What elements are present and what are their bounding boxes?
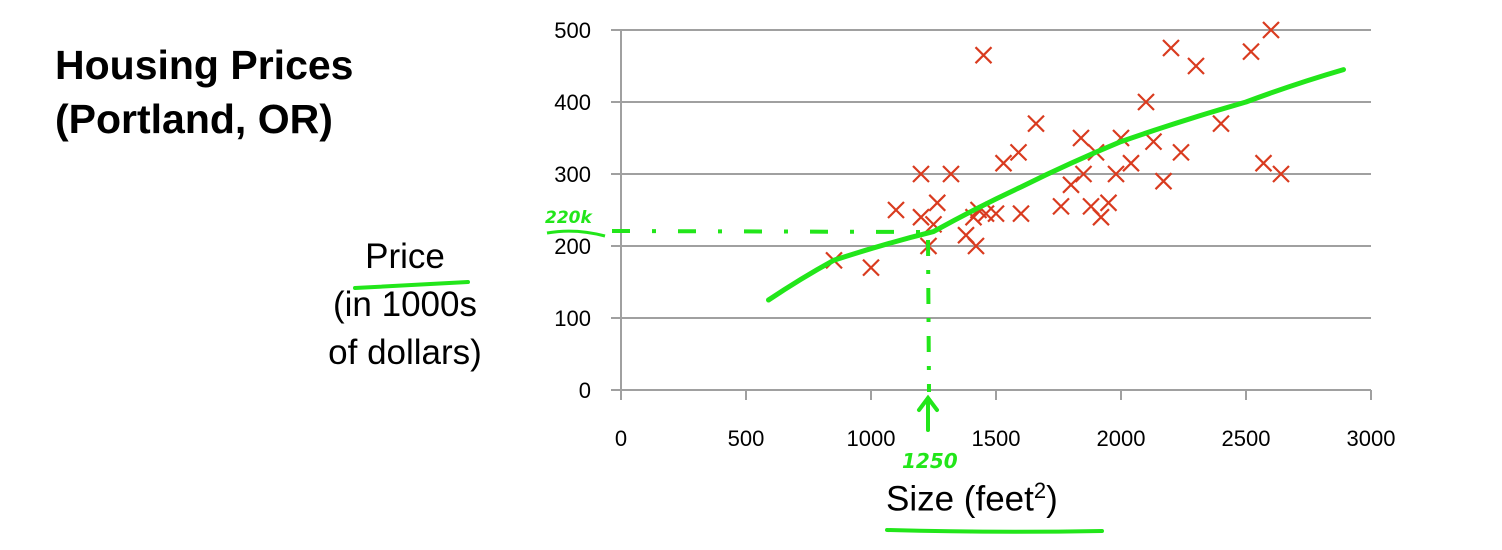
x-marker-icon	[1242, 42, 1260, 61]
x-marker-icon	[1074, 165, 1093, 183]
x-marker-icon	[1137, 93, 1155, 111]
gridlines	[611, 29, 1372, 400]
y-tick-label: 500	[554, 18, 591, 43]
x-tick-label: 1000	[847, 426, 896, 451]
x-marker-icon	[1012, 204, 1030, 223]
x-tick-label: 0	[615, 426, 627, 451]
y-axis-label-line-2: (in 1000s	[333, 285, 477, 324]
fit-curve	[766, 67, 1346, 303]
x-marker-icon	[1072, 129, 1090, 147]
x-marker-icon	[1092, 208, 1110, 226]
size-underline	[885, 528, 1104, 534]
x-tick-label: 500	[728, 426, 765, 451]
size-annotation: 1250	[902, 449, 958, 473]
title-line-1: Housing Prices	[55, 42, 354, 88]
x-marker-icon	[1099, 194, 1118, 212]
x-marker-icon	[1009, 143, 1028, 162]
x-marker-icon	[1272, 165, 1290, 183]
y-axis-label: Price (in 1000s of dollars)	[290, 233, 520, 377]
x-marker-icon	[1262, 21, 1280, 39]
x-marker-icon	[1187, 57, 1205, 75]
x-tick-label: 2500	[1222, 426, 1271, 451]
x-marker-icon	[928, 194, 947, 212]
x-marker-icon	[1122, 154, 1140, 172]
y-tick-label: 300	[554, 162, 591, 187]
x-marker-icon	[862, 258, 880, 277]
y-tick-label: 400	[554, 90, 591, 115]
data-points	[825, 21, 1290, 277]
x-marker-icon	[942, 165, 960, 183]
x-marker-icon	[1062, 176, 1080, 194]
x-marker-icon	[1052, 197, 1070, 216]
price-annotation-stroke	[546, 229, 606, 238]
x-marker-icon	[1107, 165, 1125, 183]
x-marker-icon	[974, 46, 993, 64]
x-tick-label: 2000	[1097, 426, 1146, 451]
x-marker-icon	[1212, 114, 1230, 133]
x-marker-icon	[967, 237, 985, 255]
x-marker-icon	[1162, 39, 1180, 57]
x-marker-icon	[1154, 172, 1173, 190]
x-marker-icon	[1254, 154, 1273, 172]
y-tick-label: 100	[554, 306, 591, 331]
horizontal-guide-line	[611, 229, 926, 234]
x-axis-label-close: )	[1046, 479, 1058, 519]
arrow-up-icon	[917, 394, 939, 432]
title-line-2: (Portland, OR)	[55, 96, 333, 142]
price-underline	[353, 280, 470, 290]
y-tick-label: 200	[554, 234, 591, 259]
x-marker-icon	[912, 208, 930, 226]
x-axis-label-superscript: 2	[1033, 478, 1047, 503]
x-marker-icon	[887, 201, 905, 219]
vertical-guide-line	[926, 239, 931, 393]
y-tick-label: 0	[579, 378, 591, 403]
x-marker-icon	[1027, 114, 1045, 133]
x-tick-label: 1500	[972, 426, 1021, 451]
x-tick-label: 3000	[1347, 426, 1396, 451]
x-marker-icon	[1172, 143, 1190, 162]
x-marker-icon	[1144, 132, 1163, 151]
x-marker-icon	[994, 154, 1013, 172]
price-annotation: 220k	[545, 208, 593, 228]
y-axis-label-line-1: Price	[365, 237, 445, 276]
hand-annotations: 220k 1250	[353, 208, 1104, 534]
y-axis-label-line-3: of dollars)	[328, 333, 482, 372]
x-axis-label: Size (feet2)	[886, 478, 1058, 520]
chart-title: Housing Prices (Portland, OR)	[55, 38, 353, 146]
x-marker-icon	[987, 204, 1005, 223]
x-marker-icon	[912, 165, 930, 183]
x-axis-label-text: Size (feet	[886, 479, 1034, 519]
axis-ticks: 0 100 200 300 400 500 0 500 1000 1500 2000 2500 3000	[554, 18, 1395, 451]
